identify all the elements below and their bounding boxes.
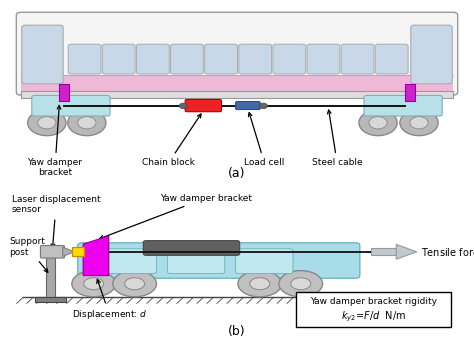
FancyBboxPatch shape — [273, 44, 306, 74]
FancyBboxPatch shape — [137, 44, 169, 74]
Circle shape — [369, 117, 387, 129]
Bar — [46, 247, 55, 297]
FancyBboxPatch shape — [185, 100, 221, 112]
Circle shape — [250, 278, 270, 290]
Bar — [35, 297, 66, 302]
Circle shape — [78, 117, 96, 129]
Circle shape — [259, 103, 267, 109]
Circle shape — [359, 110, 397, 136]
Text: Tensile force: $F$: Tensile force: $F$ — [421, 246, 474, 258]
FancyBboxPatch shape — [236, 249, 293, 273]
Bar — [405, 84, 415, 101]
Circle shape — [279, 271, 322, 297]
FancyBboxPatch shape — [307, 44, 340, 74]
Text: Chain block: Chain block — [142, 114, 201, 167]
Text: (a): (a) — [228, 167, 246, 180]
Circle shape — [113, 271, 156, 297]
Circle shape — [83, 278, 104, 290]
Bar — [72, 247, 84, 256]
Text: Steel cable: Steel cable — [312, 110, 363, 167]
Text: Yaw damper bracket: Yaw damper bracket — [100, 194, 252, 239]
Circle shape — [291, 278, 311, 290]
FancyBboxPatch shape — [205, 44, 237, 74]
FancyBboxPatch shape — [371, 248, 396, 255]
FancyBboxPatch shape — [16, 12, 458, 95]
Circle shape — [27, 110, 66, 136]
Text: (b): (b) — [228, 325, 246, 338]
Circle shape — [125, 278, 145, 290]
Bar — [21, 91, 453, 98]
FancyBboxPatch shape — [239, 44, 272, 74]
Bar — [21, 75, 453, 92]
Circle shape — [238, 271, 282, 297]
FancyBboxPatch shape — [341, 44, 374, 74]
FancyBboxPatch shape — [32, 95, 110, 116]
Text: Support
post: Support post — [9, 237, 48, 272]
FancyBboxPatch shape — [171, 44, 203, 74]
FancyBboxPatch shape — [40, 246, 64, 258]
FancyBboxPatch shape — [167, 249, 225, 273]
FancyBboxPatch shape — [411, 25, 452, 84]
Circle shape — [410, 117, 428, 129]
Circle shape — [68, 110, 106, 136]
Text: Yaw damper bracket rigidity: Yaw damper bracket rigidity — [310, 297, 437, 306]
Polygon shape — [63, 247, 74, 256]
FancyBboxPatch shape — [364, 95, 442, 116]
Bar — [296, 292, 451, 327]
Polygon shape — [396, 244, 417, 259]
Circle shape — [72, 271, 116, 297]
Circle shape — [400, 110, 438, 136]
Text: Laser displacement
sensor: Laser displacement sensor — [12, 195, 100, 248]
Text: Load cell: Load cell — [244, 113, 284, 167]
FancyBboxPatch shape — [102, 44, 135, 74]
Text: Yaw damper
bracket: Yaw damper bracket — [27, 105, 82, 177]
FancyBboxPatch shape — [143, 241, 240, 255]
Circle shape — [38, 117, 56, 129]
Text: $k_{y2}$=$F$/$d$  N/m: $k_{y2}$=$F$/$d$ N/m — [341, 310, 406, 324]
FancyBboxPatch shape — [375, 44, 408, 74]
Circle shape — [179, 103, 187, 109]
FancyBboxPatch shape — [99, 249, 156, 273]
FancyBboxPatch shape — [78, 243, 360, 278]
FancyBboxPatch shape — [68, 44, 101, 74]
Text: Displacement: $d$: Displacement: $d$ — [72, 280, 147, 321]
Bar — [59, 84, 69, 101]
FancyBboxPatch shape — [236, 102, 260, 109]
FancyBboxPatch shape — [22, 25, 63, 84]
Polygon shape — [83, 236, 109, 276]
